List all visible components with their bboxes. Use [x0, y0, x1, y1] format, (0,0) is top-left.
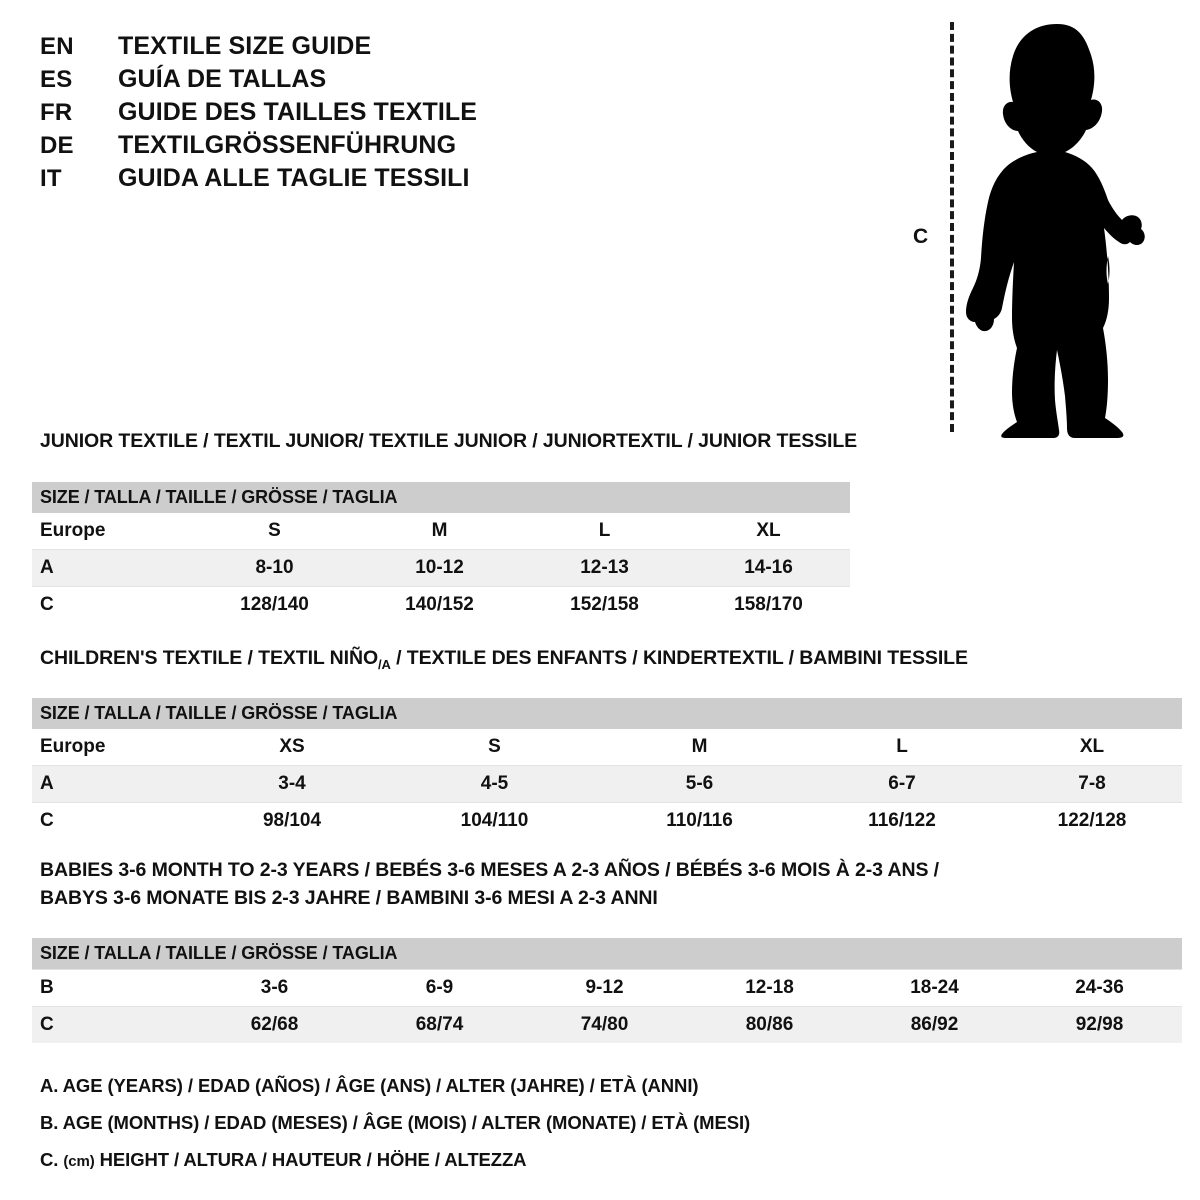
children-row-c-xs: 98/104: [192, 802, 392, 839]
guide-title-de: TEXTILGRÖSSENFÜHRUNG: [118, 131, 457, 159]
junior-row-c-xl: 158/170: [687, 586, 851, 623]
legend-c-prefix: C.: [40, 1149, 64, 1170]
legend-block: A. AGE (YEARS) / EDAD (AÑOS) / ÂGE (ANS)…: [40, 1067, 940, 1180]
guide-title-it: GUIDA ALLE TAGLIE TESSILI: [118, 164, 470, 192]
legend-line-b: B. AGE (MONTHS) / EDAD (MESES) / ÂGE (MO…: [40, 1112, 751, 1133]
babies-row-b-c1: 3-6: [192, 969, 357, 1007]
junior-row-c-label: C: [32, 586, 192, 623]
children-row-a-s: 4-5: [392, 765, 597, 803]
junior-size-l: L: [522, 513, 687, 550]
legend-line-a: A. AGE (YEARS) / EDAD (AÑOS) / ÂGE (ANS)…: [40, 1075, 699, 1096]
children-size-m: M: [597, 729, 802, 766]
babies-row-b-c5: 18-24: [852, 969, 1017, 1007]
children-header-row: Europe XS S M L XL: [32, 729, 1182, 766]
legend-line-c: C. (cm) HEIGHT / ALTURA / HAUTEUR / HÖHE…: [40, 1141, 940, 1180]
junior-header-row: Europe S M L XL: [32, 513, 851, 550]
children-size-xs: XS: [192, 729, 392, 766]
children-row-a-label: A: [32, 765, 192, 803]
babies-size-table: SIZE / TALLA / TAILLE / GRÖSSE / TAGLIA …: [32, 938, 1183, 1043]
children-size-xl: XL: [1002, 729, 1182, 766]
language-code-en: EN: [40, 33, 74, 60]
children-title-pre: CHILDREN'S TEXTILE / TEXTIL NIÑO: [40, 647, 379, 669]
children-row-a-xl: 7-8: [1002, 765, 1182, 803]
junior-row-c-s: 128/140: [192, 586, 357, 623]
junior-band-label: SIZE / TALLA / TAILLE / GRÖSSE / TAGLIA: [32, 482, 851, 513]
children-row-c-label: C: [32, 802, 192, 839]
children-row-c-xl: 122/128: [1002, 802, 1182, 839]
children-row-c-m: 110/116: [597, 802, 802, 839]
babies-row-c-c1: 62/68: [192, 1006, 357, 1043]
language-row-it: IT GUIDA ALLE TAGLIE TESSILI: [40, 162, 600, 195]
junior-row-a-m: 10-12: [357, 549, 522, 587]
junior-row-a-s: 8-10: [192, 549, 357, 587]
babies-row-c-c4: 80/86: [687, 1006, 852, 1043]
babies-row-c-c6: 92/98: [1017, 1006, 1183, 1043]
height-marker-label: C: [913, 225, 929, 248]
children-row-c-l: 116/122: [802, 802, 1002, 839]
toddler-silhouette-icon: [966, 24, 1145, 438]
babies-row-c-c5: 86/92: [852, 1006, 1017, 1043]
babies-row-c-c2: 68/74: [357, 1006, 522, 1043]
legend-c-unit: (cm): [63, 1153, 95, 1170]
children-row-a-xs: 3-4: [192, 765, 392, 803]
guide-title-es: GUÍA DE TALLAS: [118, 65, 327, 93]
children-size-l: L: [802, 729, 1002, 766]
height-dashed-line: [950, 22, 954, 432]
language-row-es: ES GUÍA DE TALLAS: [40, 63, 600, 96]
junior-band-row: SIZE / TALLA / TAILLE / GRÖSSE / TAGLIA: [32, 482, 851, 513]
legend-c-text: HEIGHT / ALTURA / HAUTEUR / HÖHE / ALTEZ…: [94, 1149, 527, 1170]
section-title-junior: JUNIOR TEXTILE / TEXTIL JUNIOR/ TEXTILE …: [40, 430, 858, 452]
language-code-it: IT: [40, 165, 62, 192]
babies-row-b-c6: 24-36: [1017, 969, 1183, 1007]
babies-band-row: SIZE / TALLA / TAILLE / GRÖSSE / TAGLIA: [32, 938, 1183, 970]
table-row: C 98/104 104/110 110/116 116/122 122/128: [32, 802, 1182, 839]
language-header-block: EN TEXTILE SIZE GUIDE ES GUÍA DE TALLAS …: [40, 30, 600, 195]
children-row-c-s: 104/110: [392, 802, 597, 839]
babies-row-b-c2: 6-9: [357, 969, 522, 1007]
language-row-fr: FR GUIDE DES TAILLES TEXTILE: [40, 96, 600, 129]
children-band-row: SIZE / TALLA / TAILLE / GRÖSSE / TAGLIA: [32, 698, 1182, 729]
language-row-en: EN TEXTILE SIZE GUIDE: [40, 30, 600, 63]
junior-size-m: M: [357, 513, 522, 550]
section-title-babies-line1: BABIES 3-6 MONTH TO 2-3 YEARS / BEBÉS 3-…: [40, 859, 939, 881]
children-row-a-l: 6-7: [802, 765, 1002, 803]
guide-title-fr: GUIDE DES TAILLES TEXTILE: [118, 98, 478, 126]
children-size-s: S: [392, 729, 597, 766]
junior-row-c-l: 152/158: [522, 586, 687, 623]
junior-size-table: SIZE / TALLA / TAILLE / GRÖSSE / TAGLIA …: [32, 482, 851, 623]
language-row-de: DE TEXTILGRÖSSENFÜHRUNG: [40, 129, 600, 162]
babies-band-label: SIZE / TALLA / TAILLE / GRÖSSE / TAGLIA: [32, 938, 1183, 970]
section-title-children: CHILDREN'S TEXTILE / TEXTIL NIÑO/A / TEX…: [40, 645, 968, 678]
table-row: A 3-4 4-5 5-6 6-7 7-8: [32, 765, 1182, 803]
language-code-de: DE: [40, 132, 74, 159]
children-title-post: / TEXTILE DES ENFANTS / KINDERTEXTIL / B…: [390, 647, 968, 669]
junior-region-label: Europe: [32, 513, 192, 550]
babies-row-b-c3: 9-12: [522, 969, 687, 1007]
babies-row-b-label: B: [32, 969, 192, 1007]
children-size-table: SIZE / TALLA / TAILLE / GRÖSSE / TAGLIA …: [32, 698, 1182, 839]
junior-row-a-label: A: [32, 549, 192, 587]
babies-row-c-c3: 74/80: [522, 1006, 687, 1043]
children-title-sub: /A: [378, 656, 391, 672]
children-row-a-m: 5-6: [597, 765, 802, 803]
junior-row-a-xl: 14-16: [687, 549, 851, 587]
table-row: B 3-6 6-9 9-12 12-18 18-24 24-36: [32, 969, 1183, 1007]
table-row: C 62/68 68/74 74/80 80/86 86/92 92/98: [32, 1006, 1183, 1043]
language-code-fr: FR: [40, 99, 73, 126]
guide-title-en: TEXTILE SIZE GUIDE: [118, 32, 372, 60]
table-row: A 8-10 10-12 12-13 14-16: [32, 549, 851, 587]
section-title-babies-line2: BABYS 3-6 MONATE BIS 2-3 JAHRE / BAMBINI…: [40, 887, 658, 909]
table-row: C 128/140 140/152 152/158 158/170: [32, 586, 851, 623]
babies-row-c-label: C: [32, 1006, 192, 1043]
children-band-label: SIZE / TALLA / TAILLE / GRÖSSE / TAGLIA: [32, 698, 1182, 729]
children-region-label: Europe: [32, 729, 192, 766]
junior-row-a-l: 12-13: [522, 549, 687, 587]
babies-row-b-c4: 12-18: [687, 969, 852, 1007]
height-illustration: C: [895, 8, 1185, 438]
language-code-es: ES: [40, 66, 73, 93]
junior-size-xl: XL: [687, 513, 851, 550]
junior-size-s: S: [192, 513, 357, 550]
junior-row-c-m: 140/152: [357, 586, 522, 623]
